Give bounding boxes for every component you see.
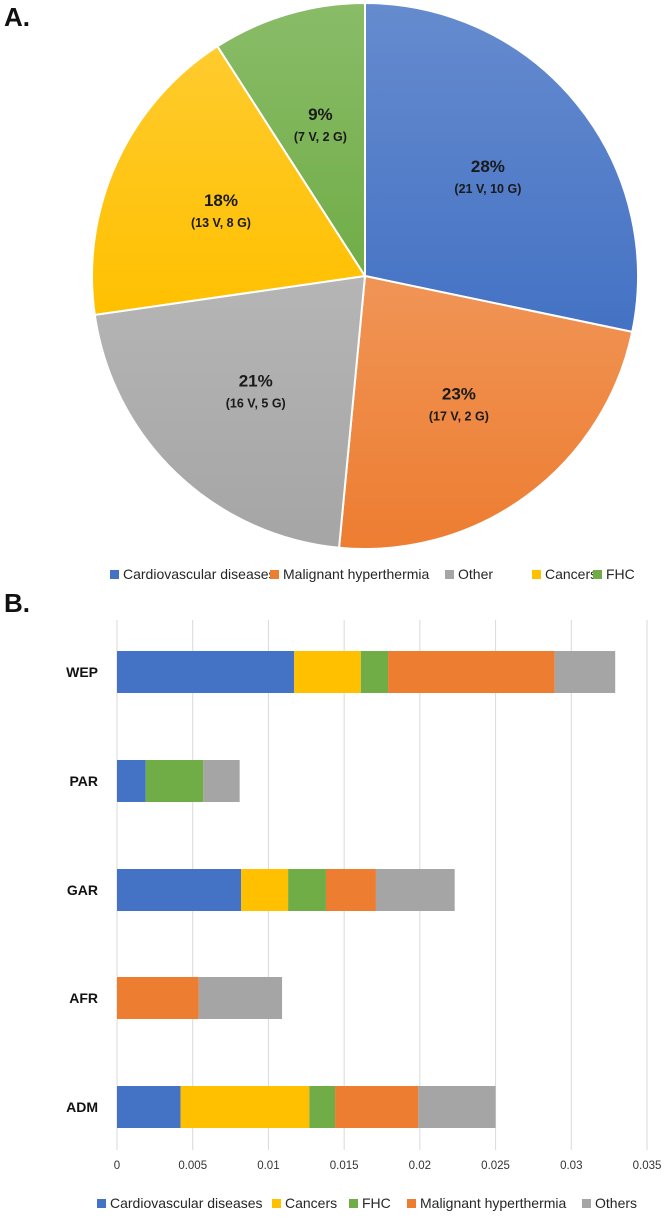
bar-segment-adm-fhc (309, 1086, 336, 1128)
bar-legend-swatch-fhc (349, 1199, 358, 1208)
pie-slice-count-label: (13 V, 8 G) (191, 216, 251, 230)
legend-swatch-cardiovascular-diseases (110, 570, 119, 579)
bar-segment-par-fhc (145, 760, 204, 802)
x-tick-label: 0 (114, 1160, 120, 1172)
bar-legend-label-malignant-hyperthermia: Malignant hyperthermia (420, 1195, 567, 1211)
bar-segment-wep-fhc (360, 651, 389, 693)
pie-slice-count-label: (21 V, 10 G) (454, 182, 521, 196)
bar-segment-adm-cardiovascular-diseases (117, 1086, 181, 1128)
x-tick-label: 0.02 (409, 1160, 431, 1172)
pie-slice-count-label: (7 V, 2 G) (294, 130, 347, 144)
pie-slice-count-label: (16 V, 5 G) (226, 397, 286, 411)
bar-segment-par-others (203, 760, 240, 802)
panel-b-label: B. (4, 588, 30, 618)
legend-label-cardiovascular-diseases: Cardiovascular diseases (123, 566, 276, 582)
pie-slice-count-label: (17 V, 2 G) (429, 410, 489, 424)
category-label-afr: AFR (69, 990, 98, 1006)
legend-swatch-other (445, 570, 454, 579)
bar-segment-adm-cancers (180, 1086, 310, 1128)
bar-segment-wep-others (554, 651, 616, 693)
legend-label-cancers: Cancers (545, 566, 597, 582)
pie-slice-malignant-hyperthermia (337, 274, 634, 550)
pie-chart: 28% (21 V, 10 G) 23% (17 V, 2 G) 21% (16 V, 5… (91, 1, 639, 582)
pie-slice-percent-label: 21% (239, 372, 273, 391)
legend-label-fhc: FHC (606, 566, 635, 582)
bar-segment-afr-malignant-hyperthermia (117, 977, 199, 1019)
legend-swatch-cancers (532, 570, 541, 579)
bar-legend-label-fhc: FHC (362, 1195, 391, 1211)
bar-segment-wep-malignant-hyperthermia (388, 651, 555, 693)
pie-slice-cancers (91, 44, 367, 316)
legend-swatch-fhc (593, 570, 602, 579)
pie-slice-other (93, 274, 367, 549)
category-label-par: PAR (69, 773, 98, 789)
x-tick-label: 0.01 (257, 1160, 279, 1172)
bar-legend-swatch-cardiovascular-diseases (97, 1199, 106, 1208)
legend-swatch-malignant-hyperthermia (270, 570, 279, 579)
bar-segment-wep-cancers (294, 651, 361, 693)
category-label-adm: ADM (66, 1099, 98, 1115)
bar-legend-swatch-cancers (272, 1199, 281, 1208)
x-tick-label: 0.035 (633, 1160, 662, 1172)
panel-a-label: A. (4, 2, 30, 32)
pie-slice-percent-label: 23% (442, 385, 476, 404)
bar-legend-swatch-malignant-hyperthermia (407, 1199, 416, 1208)
x-tick-label: 0.03 (560, 1160, 582, 1172)
bar-segment-adm-malignant-hyperthermia (335, 1086, 419, 1128)
bar-segment-wep-cardiovascular-diseases (117, 651, 295, 693)
bar-segment-par-cardiovascular-diseases (117, 760, 146, 802)
category-label-gar: GAR (67, 882, 98, 898)
x-tick-label: 0.015 (330, 1160, 359, 1172)
bar-segment-gar-cardiovascular-diseases (117, 869, 242, 911)
bar-segment-gar-fhc (288, 869, 326, 911)
pie-slice-percent-label: 9% (308, 105, 333, 124)
x-tick-label: 0.005 (178, 1160, 207, 1172)
category-label-wep: WEP (66, 664, 98, 680)
bar-segment-gar-cancers (241, 869, 289, 911)
pie-slice-fhc (216, 1, 366, 280)
bar-segment-gar-others (375, 869, 455, 911)
bar-legend-label-cardiovascular-diseases: Cardiovascular diseases (110, 1195, 263, 1211)
legend-label-malignant-hyperthermia: Malignant hyperthermia (283, 566, 430, 582)
x-tick-label: 0.025 (481, 1160, 510, 1172)
pie-slice-percent-label: 28% (471, 157, 505, 176)
bar-legend-label-others: Others (595, 1195, 637, 1211)
bar-legend-label-cancers: Cancers (285, 1195, 337, 1211)
legend-label-other: Other (458, 566, 493, 582)
bar-segment-afr-others (198, 977, 283, 1019)
bar-segment-adm-others (418, 1086, 496, 1128)
bar-legend-swatch-others (582, 1199, 591, 1208)
pie-slice-percent-label: 18% (204, 191, 238, 210)
pie-slice-cardiovascular-diseases (364, 1, 639, 334)
bar-segment-gar-malignant-hyperthermia (325, 869, 376, 911)
